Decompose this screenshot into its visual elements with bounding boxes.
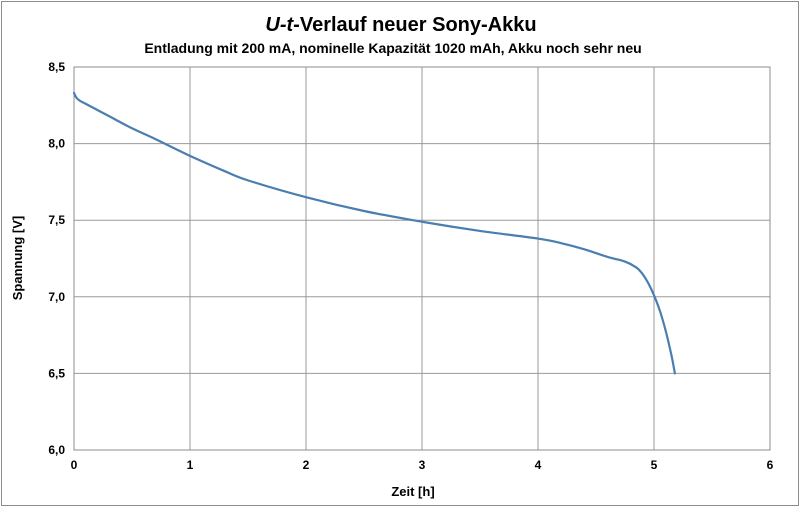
- y-tick-label: 7,0: [48, 290, 65, 304]
- x-tick-label: 3: [419, 458, 426, 472]
- x-tick-label: 2: [303, 458, 310, 472]
- chart-title-rest: -Verlauf neuer Sony-Akku: [293, 14, 536, 36]
- y-tick-label: 6,5: [48, 366, 65, 380]
- chart-title-symbol: U-t: [265, 14, 294, 36]
- x-axis-title: Zeit [h]: [391, 484, 434, 499]
- x-tick-label: 4: [535, 458, 542, 472]
- y-axis-title: Spannung [V]: [10, 216, 25, 301]
- y-tick-label: 8,5: [48, 60, 65, 74]
- plot-area: [73, 66, 771, 451]
- chart-title: U-t-Verlauf neuer Sony-Akku: [265, 14, 536, 36]
- grid-lines: [73, 66, 771, 451]
- tick-labels: 0 1 2 3 4 5 6 6,0 6,5 7,0 7,5 8,0 8,5: [48, 60, 773, 472]
- y-tick-label: 8,0: [48, 137, 65, 151]
- series-layer: [72, 91, 676, 375]
- x-tick-label: 6: [767, 458, 774, 472]
- y-tick-label: 7,5: [48, 213, 65, 227]
- chart-subtitle: Entladung mit 200 mA, nominelle Kapazitä…: [144, 40, 641, 56]
- series-line-0: [72, 91, 676, 375]
- x-tick-label: 0: [71, 458, 78, 472]
- x-tick-label: 5: [651, 458, 658, 472]
- x-tick-label: 1: [187, 458, 194, 472]
- y-tick-label: 6,0: [48, 443, 65, 457]
